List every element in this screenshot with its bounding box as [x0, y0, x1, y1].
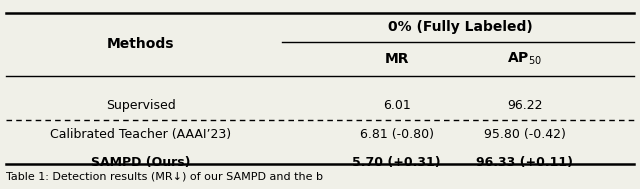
Text: AP$_{50}$: AP$_{50}$	[508, 50, 542, 67]
Text: 5.70 (+0.31): 5.70 (+0.31)	[353, 156, 441, 169]
Text: 6.81 (-0.80): 6.81 (-0.80)	[360, 128, 434, 141]
Text: 96.22: 96.22	[507, 99, 543, 112]
Text: Methods: Methods	[107, 37, 175, 51]
Text: 6.01: 6.01	[383, 99, 411, 112]
Text: 96.33 (+0.11): 96.33 (+0.11)	[476, 156, 573, 169]
Text: 95.80 (-0.42): 95.80 (-0.42)	[484, 128, 566, 141]
Text: Table 1: Detection results (MR↓) of our SAMPD and the b: Table 1: Detection results (MR↓) of our …	[6, 171, 323, 181]
Text: SAMPD (Ours): SAMPD (Ours)	[91, 156, 191, 169]
Text: 0% (Fully Labeled): 0% (Fully Labeled)	[388, 20, 533, 34]
Text: MR: MR	[385, 52, 409, 66]
Text: Calibrated Teacher (AAAI’23): Calibrated Teacher (AAAI’23)	[50, 128, 232, 141]
Text: Supervised: Supervised	[106, 99, 175, 112]
